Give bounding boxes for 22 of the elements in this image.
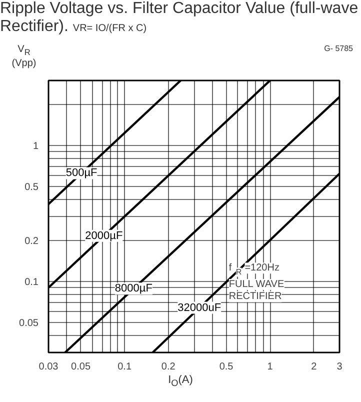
chart-subtitle: VR= IO/(FR x C)	[72, 23, 147, 34]
y-tick-label: 1	[32, 140, 39, 152]
x-tick-label: 0.2	[161, 362, 176, 372]
x-tick-label: 0.05	[71, 362, 91, 372]
y-tick-label: 0.1	[24, 276, 39, 288]
series-label: 32000uF	[178, 302, 222, 314]
series-label: 8000µF	[114, 282, 153, 295]
series-label: 500µF	[66, 167, 98, 180]
x-tick-label: 0.1	[118, 362, 132, 372]
x-tick-label: 0.5	[219, 362, 234, 372]
y-axis-title: V$_{R}$ (Vpp)	[12, 44, 36, 70]
y-tick-label: 0.5	[24, 182, 39, 193]
x-tick-label: 1	[267, 362, 274, 372]
y-tick-label: 0.05	[19, 318, 39, 329]
text: G- 5785	[324, 44, 353, 54]
annotation: FULL WAVE RECTIFIER	[228, 279, 284, 302]
x-tick-label: 2	[311, 362, 318, 372]
x-tick-label: 0.03	[38, 362, 59, 372]
x-tick-label: 3	[336, 362, 343, 372]
y-tick-label: 0.2	[24, 236, 39, 247]
x-axis-title: I$_{O}$(A)	[168, 374, 193, 389]
series-label: 2000µF	[85, 230, 123, 242]
